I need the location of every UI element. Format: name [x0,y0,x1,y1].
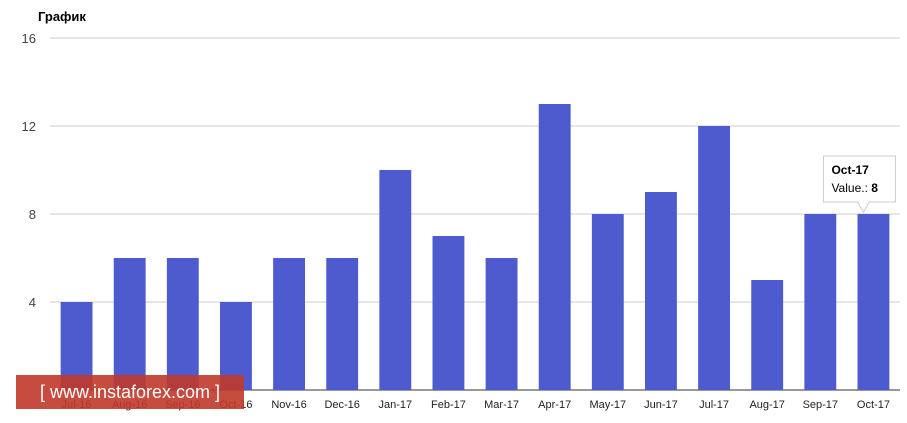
bar[interactable] [273,258,305,390]
bar[interactable] [379,170,412,390]
x-tick-label: Mar-17 [484,399,519,411]
bar[interactable] [166,258,199,390]
x-tick-label: Sep-17 [803,399,838,411]
bars [60,104,890,390]
x-tick-label: Nov-16 [271,399,306,411]
y-tick-label: 16 [22,31,36,46]
watermark: [ www.instaforex.com ] [16,375,244,409]
bar[interactable] [538,104,571,390]
bar[interactable] [751,280,784,390]
tooltip-box [822,155,896,213]
tooltip-body: Value.: 8 [831,181,878,195]
x-tick-label: May-17 [589,399,626,411]
watermark-text: [ www.instaforex.com ] [40,382,220,402]
y-tick-label: 12 [22,119,36,134]
x-tick-label: Dec-16 [324,399,359,411]
y-axis-ticks: 4 8 12 16 [22,31,36,310]
x-tick-label: Feb-17 [431,399,466,411]
bar[interactable] [591,214,624,390]
x-tick-label: Aug-17 [749,399,784,411]
y-tick-label: 4 [29,295,36,310]
bar[interactable] [485,258,518,390]
x-tick-label: Jul-17 [699,399,729,411]
bar[interactable] [698,126,730,390]
bar[interactable] [804,214,837,390]
tooltip: Oct-17 Value.: 8 [822,155,896,213]
x-tick-label: Oct-17 [857,399,890,411]
chart-title: График [38,9,86,24]
tooltip-header: Oct-17 [831,163,869,177]
x-tick-label: Jun-17 [644,399,678,411]
bar[interactable] [857,214,890,390]
bar[interactable] [113,258,146,390]
watermark-background [16,375,244,409]
y-tick-label: 8 [29,207,36,222]
bar[interactable] [326,258,359,390]
bar[interactable] [432,236,465,390]
bar[interactable] [645,192,677,390]
tooltip-value: 8 [871,181,878,195]
x-tick-label: Jan-17 [378,399,412,411]
tooltip-label: Value.: [831,181,867,195]
x-tick-label: Apr-17 [538,399,571,411]
